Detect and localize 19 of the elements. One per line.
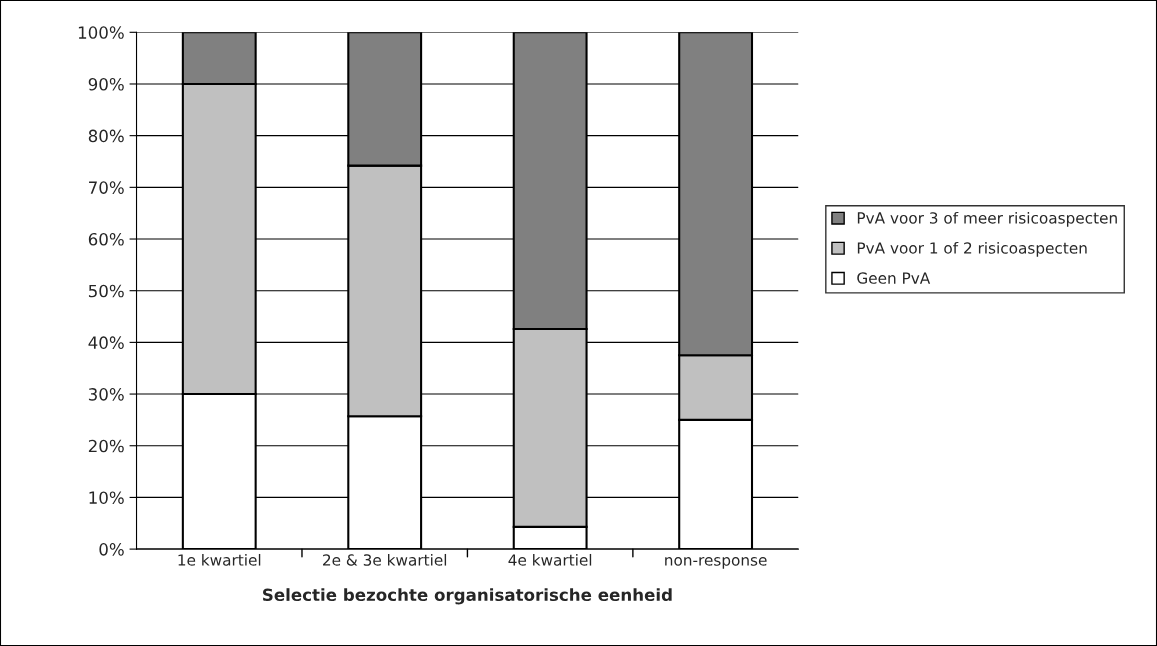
y-tick-label: 20% [88,439,124,453]
y-tick-label: 50% [88,284,124,298]
x-tick-label: non-response [665,557,767,569]
legend-label: PvA voor 1 of 2 risicoaspecten [857,241,1087,257]
x-axis-title: Selectie bezochte organisatorische eenheid [263,588,672,605]
x-tick-label: 1e kwartiel [178,553,261,566]
y-tick-label: 30% [88,388,124,401]
y-tick-label: 40% [88,336,124,349]
y-tick-label: 80% [88,129,124,143]
y-tick-label: 10% [89,491,124,504]
legend-label: Geen PvA [857,272,931,284]
y-tick-label: 70% [89,181,124,194]
legend-label: PvA voor 3 of meer risicoaspecten [857,211,1117,227]
y-tick-label: 0% [99,543,124,556]
x-tick-label: 2e & 3e kwartiel [323,553,447,566]
x-tick-label: 4e kwartiel [508,553,592,566]
y-tick-label: 90% [88,77,124,91]
y-tick-label: 60% [88,232,124,246]
y-tick-label: 100% [78,26,124,39]
